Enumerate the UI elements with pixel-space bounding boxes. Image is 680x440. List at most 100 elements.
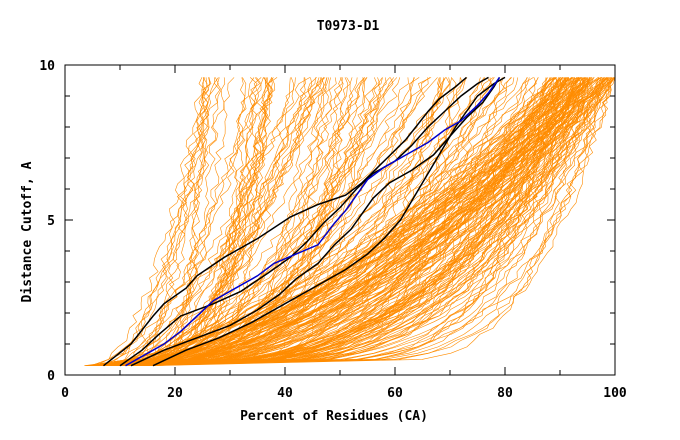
bundle-line xyxy=(144,77,273,366)
bundle-line xyxy=(148,77,602,366)
bundle-line xyxy=(113,77,453,366)
bundle-line xyxy=(134,77,313,366)
bundle-line xyxy=(100,77,344,366)
x-axis-label: Percent of Residues (CA) xyxy=(240,409,428,424)
y-tick-label: 5 xyxy=(47,214,55,229)
bundle-line xyxy=(134,77,464,366)
bundle-line xyxy=(135,77,269,366)
y-tick-label: 10 xyxy=(39,59,55,74)
bundle-line xyxy=(140,77,321,366)
series-line-3 xyxy=(130,77,501,367)
x-tick-label: 20 xyxy=(167,386,183,401)
bundle-line xyxy=(95,77,328,366)
series-line-5 xyxy=(125,76,501,367)
bundle-line xyxy=(143,77,568,366)
bundle-line xyxy=(93,77,573,366)
series-line-1 xyxy=(103,76,467,367)
bundle-line xyxy=(101,77,591,366)
bundle-line xyxy=(125,77,211,366)
bundle-line xyxy=(142,77,574,366)
bundle-line xyxy=(106,77,493,366)
bundle-line xyxy=(94,77,383,366)
bundle-line xyxy=(117,77,278,366)
bundle-line xyxy=(87,77,343,366)
bundle-line xyxy=(151,77,608,366)
bundle-line xyxy=(136,77,592,366)
bundle-line xyxy=(123,77,331,366)
bundle-line xyxy=(140,77,573,366)
x-tick-label: 80 xyxy=(497,386,513,401)
bundle-line xyxy=(95,77,226,366)
bundle-line xyxy=(135,77,579,366)
bundle-line xyxy=(93,77,534,366)
bundle-line xyxy=(116,77,595,366)
bundle-line xyxy=(94,77,615,366)
bundle-line xyxy=(109,77,255,366)
bundle-line xyxy=(110,77,441,366)
bundle-line xyxy=(98,77,219,366)
bundle-line xyxy=(117,77,365,366)
bundle-line xyxy=(145,77,609,366)
bundle-line xyxy=(141,77,548,366)
bundle-line xyxy=(141,77,581,366)
bundle-line xyxy=(99,77,235,366)
bundle-line xyxy=(131,77,330,366)
bundle-line xyxy=(109,77,604,366)
bundle-line xyxy=(146,77,592,366)
bundle-line xyxy=(115,77,606,366)
bundle-line xyxy=(138,77,367,366)
bundle-line xyxy=(123,77,508,366)
bundle-line xyxy=(95,77,515,366)
bundle-line xyxy=(85,77,600,366)
bundle-line xyxy=(130,77,600,366)
bundle-line xyxy=(138,77,296,366)
bundle-line xyxy=(144,77,604,366)
chart-title: T0973-D1 xyxy=(317,19,380,34)
x-tick-label: 60 xyxy=(387,386,403,401)
bundle-line xyxy=(127,77,395,366)
bundle-line xyxy=(89,77,563,366)
bundle-line xyxy=(107,77,432,366)
bundle-line xyxy=(84,77,539,366)
bundle-line xyxy=(92,77,320,366)
series-line-4 xyxy=(152,76,506,367)
bundle-line xyxy=(138,77,324,366)
x-tick-label: 100 xyxy=(603,386,627,401)
bundle-line xyxy=(119,77,610,366)
x-tick-label: 40 xyxy=(277,386,293,401)
bundle-line xyxy=(96,77,572,366)
bundle-line xyxy=(92,77,349,366)
bundle-line xyxy=(150,77,547,366)
bundle-line xyxy=(122,77,553,366)
bundle-line xyxy=(102,77,294,366)
y-axis: 0 5 10 xyxy=(39,59,615,384)
bundle-line xyxy=(121,77,271,366)
x-axis: 0 20 40 60 80 100 xyxy=(61,65,627,401)
bundle-line xyxy=(144,77,513,366)
x-tick-label: 0 xyxy=(61,386,69,401)
bundle-line xyxy=(131,77,206,366)
bundle-line xyxy=(104,77,324,366)
bundle-line xyxy=(102,77,609,366)
bundle-lines xyxy=(84,77,616,366)
bundle-line xyxy=(117,77,468,366)
bundle-line xyxy=(108,77,551,366)
bundle-line xyxy=(111,77,601,366)
bundle-line xyxy=(123,77,605,366)
bundle-line xyxy=(100,77,258,366)
y-axis-label: Distance Cutoff, A xyxy=(20,161,35,302)
bundle-line xyxy=(115,77,616,366)
bundle-line xyxy=(112,77,391,366)
bundle-line xyxy=(99,77,616,366)
bundle-line xyxy=(138,77,247,366)
series-line-2 xyxy=(119,76,489,367)
bundle-line xyxy=(118,77,616,366)
bundle-line xyxy=(123,77,209,366)
bundle-line xyxy=(118,77,306,366)
bundle-line xyxy=(124,77,568,366)
bundle-line xyxy=(140,77,368,366)
highlighted-series xyxy=(103,76,506,367)
bundle-line xyxy=(109,77,519,366)
